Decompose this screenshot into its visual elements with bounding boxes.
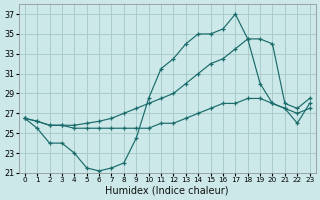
X-axis label: Humidex (Indice chaleur): Humidex (Indice chaleur) xyxy=(106,186,229,196)
